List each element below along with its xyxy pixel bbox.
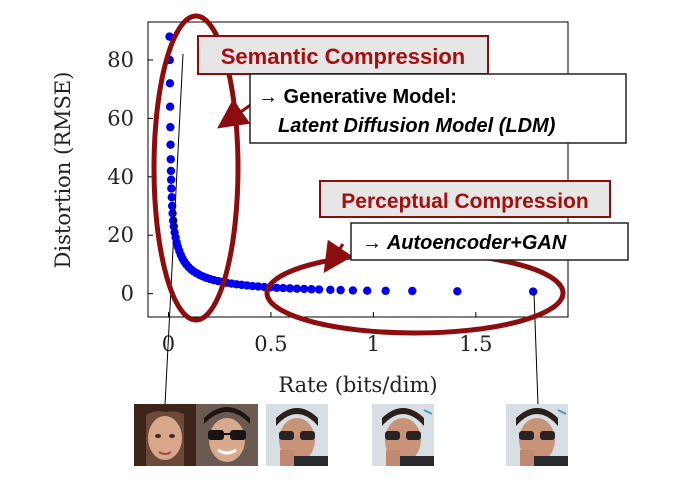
data-point [348,286,358,295]
leader-line-last [533,292,539,406]
man-sunglasses-blurry-thumbnail [266,404,328,466]
x-axis-label: Rate (bits/dim) [278,373,437,397]
autoencoder-arrow [323,239,353,273]
semantic-label-box [197,35,489,75]
man-sunglasses-blurry-thumbnail [372,404,434,466]
x-tick-label: 1 [367,332,380,356]
y-axis-ticks: 0 20 40 60 80 [107,48,153,306]
data-point [166,140,175,149]
thumbnail-row [134,404,568,466]
data-point [285,284,295,293]
x-tick-label: 1.5 [459,332,492,356]
data-point [166,122,175,132]
data-point [166,175,176,184]
y-tick-label: 0 [121,282,134,306]
data-point [168,209,177,218]
data-point [167,201,177,211]
data-point [453,287,462,296]
man-sunglasses-blurry-thumbnail [506,404,568,466]
generative-model-line1: → Generative Model: [258,86,457,108]
semantic-region-ellipse [151,13,241,323]
plot-area-frame [147,21,569,318]
data-point [165,102,175,111]
autoencoder-box [350,222,629,261]
data-point [363,286,372,295]
y-axis-label: Distortion (RMSE) [51,72,75,269]
x-tick-label: 0.5 [254,332,287,356]
generative-arrow [217,98,253,129]
data-point [166,166,176,176]
data-point [299,284,309,294]
man-sunglasses-sharp-thumbnail [196,404,258,466]
generative-model-box [249,73,627,144]
x-axis-ticks: 00.511.5 [162,312,493,356]
y-tick-label: 60 [107,106,134,130]
perceptual-label-box [319,180,611,218]
data-point [166,155,175,164]
y-tick-label: 80 [107,48,134,72]
data-point [272,283,281,292]
data-point [314,285,324,294]
generative-model-line2: Latent Diffusion Model (LDM) [278,115,556,137]
autoencoder-label: → Autoencoder+GAN [362,232,567,254]
data-point [528,287,538,296]
data-point [408,286,417,296]
data-point [292,284,302,293]
data-point [326,285,335,295]
data-point [307,285,316,294]
perceptual-compression-label: Perceptual Compression [341,190,588,213]
y-tick-label: 40 [107,165,134,189]
data-point [336,285,345,295]
data-point [381,286,390,296]
leader-line-first [164,53,184,406]
data-point [165,79,175,88]
data-point [167,184,176,193]
woman-face-thumbnail [134,404,196,466]
data-point [167,193,176,202]
semantic-compression-label: Semantic Compression [221,44,466,69]
data-point [279,283,288,293]
y-tick-label: 20 [107,223,134,247]
